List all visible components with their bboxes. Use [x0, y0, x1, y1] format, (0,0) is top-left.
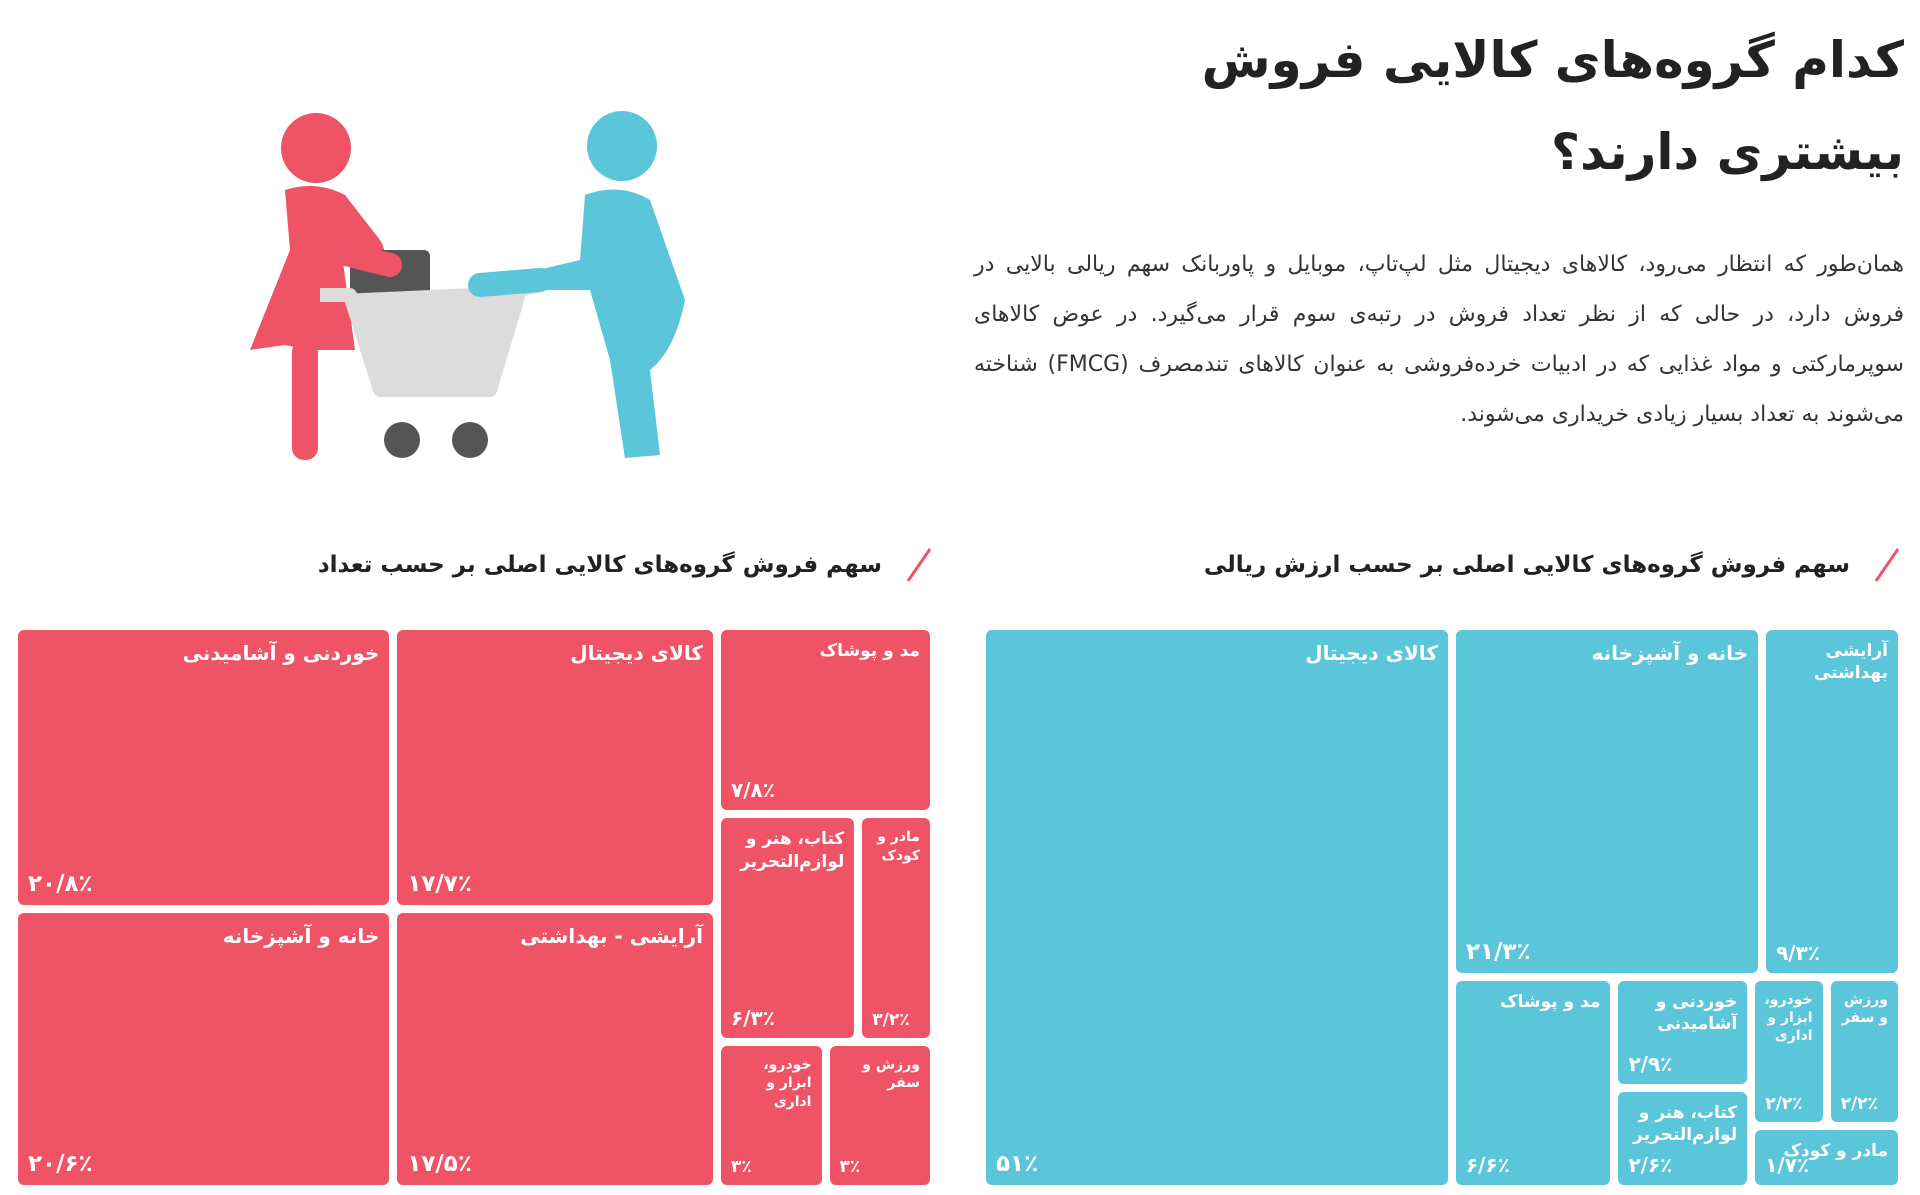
value-label: ۳/۲٪: [872, 1010, 910, 1031]
tile-label: خودرو، ابزار و اداری: [1764, 991, 1813, 1045]
value-label: ۲/۲٪: [1765, 1094, 1803, 1115]
tile: خودرو، ابزار و اداری ۲/۲٪: [1755, 980, 1823, 1123]
treemap: کالای دیجیتال ۵۱٪ خانه و آشپزخانه ۲۱/۳٪ آرای…: [986, 630, 1898, 1185]
tile: مادر و کودک ۳/۲٪: [862, 818, 930, 1039]
chart-title: سهم فروش گروه‌های کالایی اصلی بر حسب تعد…: [317, 552, 882, 578]
intro-text: همان‌طور که انتظار می‌رود، کالاهای دیجیت…: [974, 252, 1904, 427]
tile: مد و پوشاک ۷/۸٪: [721, 630, 930, 811]
tile: کالای دیجیتال ۱۷/۷٪: [397, 630, 714, 906]
value-label: ۲۰/۶٪: [28, 1150, 93, 1177]
illustration: [250, 111, 685, 460]
tile-label: ورزش و سفر: [1841, 991, 1888, 1027]
tile: کتاب، هنر و لوازم‌التحریر ۲/۶٪: [1618, 1092, 1748, 1185]
value-label: ۳٪: [731, 1156, 752, 1177]
value-label: ۶/۶٪: [1465, 1152, 1510, 1177]
value-label: ۲۰/۸٪: [28, 870, 93, 897]
tile-label: خوردنی و آشامیدنی: [182, 641, 380, 665]
tile-label: آرایشی - بهداشتی: [520, 924, 704, 949]
tile-label: کالای دیجیتال: [1305, 641, 1438, 665]
tile-label: کتاب، هنر و لوازم‌التحریر: [1633, 1103, 1738, 1146]
tile-label: خانه و آشپزخانه: [1591, 641, 1749, 665]
tile-label: ورزش و سفر: [862, 1057, 920, 1092]
tile: آرایشی - بهداشتی ۱۷/۵٪: [397, 913, 714, 1185]
tile-label: مادر و کودک: [877, 829, 920, 864]
tile: خانه و آشپزخانه ۲۱/۳٪: [1455, 630, 1759, 973]
value-label: ۲/۲٪: [1840, 1094, 1878, 1115]
tile-label: خانه و آشپزخانه: [222, 923, 380, 948]
chart-title: سهم فروش گروه‌های کالایی اصلی بر حسب ارز…: [1203, 552, 1850, 578]
value-label: ۵۱٪: [996, 1151, 1039, 1177]
tile: کالای دیجیتال ۵۱٪: [986, 630, 1448, 1185]
tile-label: مد و پوشاک: [819, 641, 920, 661]
tile: ورزش و سفر ۲/۲٪: [1830, 980, 1898, 1123]
title-slash: [906, 548, 932, 582]
value-label: ۹/۳٪: [1776, 940, 1821, 965]
tile-label: خوردنی و آشامیدنی: [1655, 991, 1738, 1035]
tile-label: خودرو، ابزار و اداری: [763, 1057, 812, 1110]
treemap: خوردنی و آشامیدنی ۲۰/۸٪ خانه و آشپزخانه ۲۰/…: [18, 630, 930, 1185]
tile: خوردنی و آشامیدنی ۲۰/۸٪: [18, 630, 390, 905]
value-label: ۱/۷٪: [1765, 1152, 1810, 1177]
value-label: ۳٪: [839, 1156, 861, 1177]
tile-label: مادر و کودک: [1783, 1141, 1888, 1162]
tile: خوردنی و آشامیدنی ۲/۹٪: [1618, 980, 1748, 1085]
tile: خودرو، ابزار و اداری ۳٪: [721, 1046, 822, 1185]
tile: کتاب، هنر و لوازم‌التحریر ۶/۳٪: [721, 818, 855, 1039]
tile-label: کالای دیجیتال: [570, 641, 704, 665]
value-label: ۶/۳٪: [731, 1006, 775, 1031]
value-label: ۲/۶٪: [1628, 1152, 1673, 1177]
tile: خانه و آشپزخانه ۲۰/۶٪: [18, 912, 390, 1185]
tile: آرایشی بهداشتی ۹/۳٪: [1766, 630, 1898, 973]
page-title: کدام گروه‌های کالایی فروش بیشتری دارند؟: [1201, 31, 1904, 181]
tile: ورزش و سفر ۳٪: [829, 1046, 930, 1185]
value-label: ۲/۹٪: [1628, 1052, 1673, 1077]
title-slash: [1874, 548, 1900, 582]
tile-label: کتاب، هنر و لوازم‌التحریر: [740, 829, 845, 872]
tile: مد و پوشاک ۶/۶٪: [1455, 980, 1611, 1185]
tile-label: آرایشی بهداشتی: [1813, 641, 1888, 684]
value-label: ۱۷/۵٪: [407, 1150, 472, 1177]
value-label: ۱۷/۷٪: [407, 871, 472, 898]
tile: مادر و کودک ۱/۷٪: [1755, 1130, 1898, 1185]
value-label: ۲۱/۳٪: [1465, 938, 1531, 965]
value-label: ۷/۸٪: [731, 778, 775, 803]
tile-label: مد و پوشاک: [1500, 991, 1601, 1012]
